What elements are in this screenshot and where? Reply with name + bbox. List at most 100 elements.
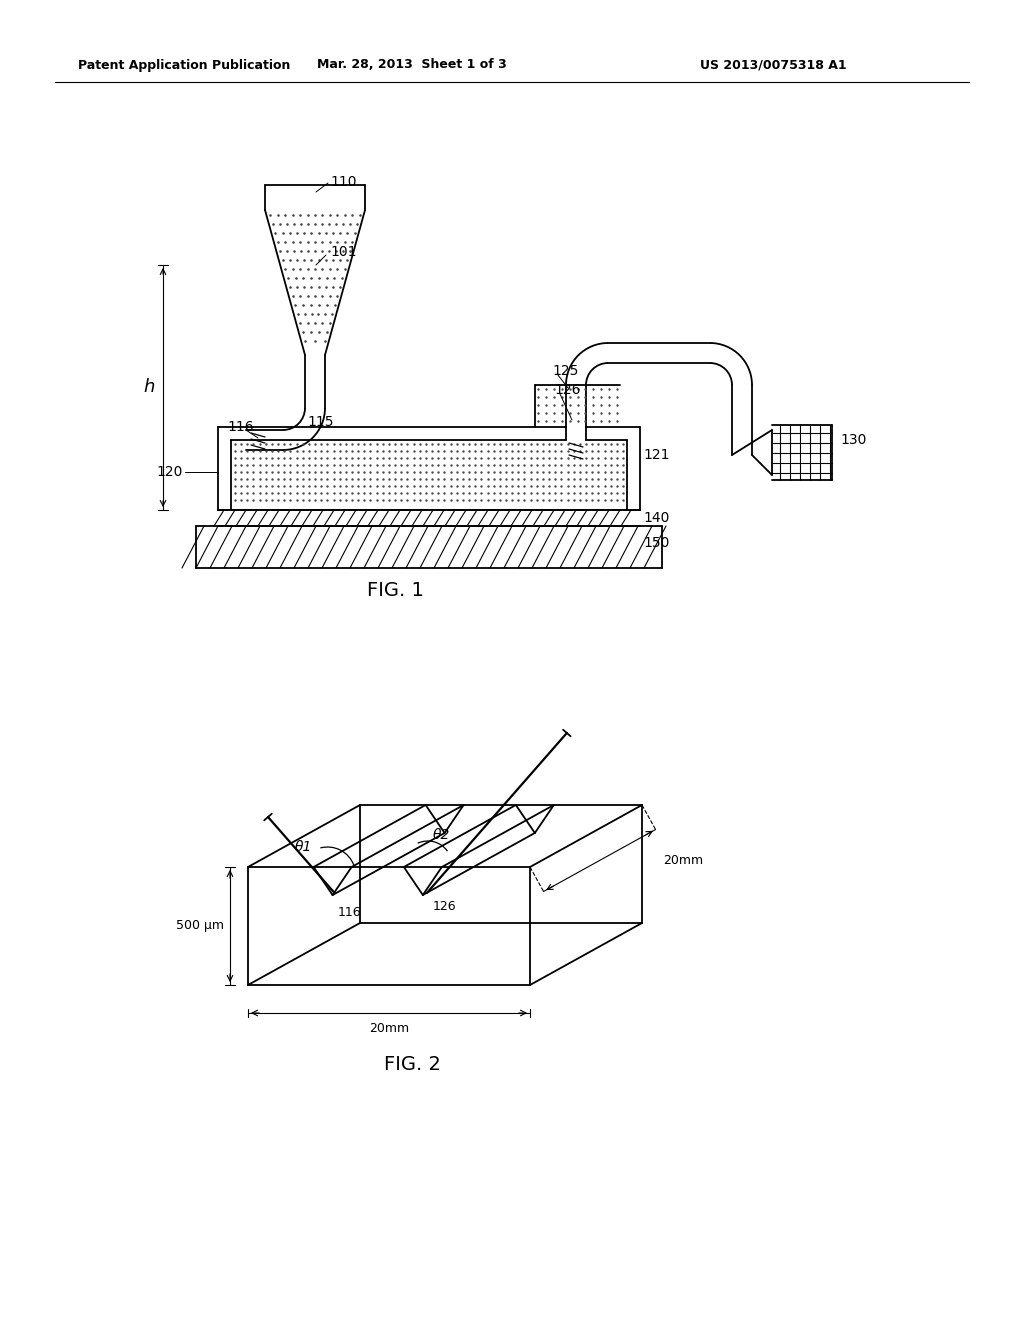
Point bbox=[516, 469, 532, 490]
Point bbox=[529, 403, 546, 424]
Point bbox=[430, 475, 446, 496]
Point bbox=[596, 490, 612, 511]
Point bbox=[547, 454, 563, 475]
Point bbox=[561, 411, 578, 432]
Point bbox=[399, 475, 416, 496]
Point bbox=[406, 433, 422, 454]
Point bbox=[461, 454, 477, 475]
Point bbox=[362, 454, 379, 475]
Point bbox=[307, 240, 324, 261]
Point bbox=[430, 462, 446, 483]
Point bbox=[535, 441, 551, 462]
Point bbox=[326, 433, 342, 454]
Point bbox=[329, 205, 345, 226]
Point bbox=[279, 214, 295, 235]
Point bbox=[313, 240, 330, 261]
Point bbox=[614, 475, 631, 496]
Point bbox=[608, 490, 625, 511]
Point bbox=[292, 313, 308, 334]
Point bbox=[473, 475, 489, 496]
Point bbox=[283, 447, 299, 469]
Point bbox=[609, 403, 626, 424]
Point bbox=[362, 475, 379, 496]
Point bbox=[546, 387, 562, 408]
Point bbox=[479, 482, 496, 503]
Point bbox=[559, 490, 575, 511]
Point bbox=[547, 433, 563, 454]
Point bbox=[522, 482, 539, 503]
Point bbox=[461, 490, 477, 511]
Point bbox=[233, 454, 250, 475]
Point bbox=[393, 441, 410, 462]
Point bbox=[528, 441, 545, 462]
Point bbox=[608, 462, 625, 483]
Point bbox=[344, 454, 360, 475]
Point bbox=[337, 259, 353, 280]
Point bbox=[565, 462, 582, 483]
Point bbox=[565, 490, 582, 511]
Point bbox=[295, 294, 311, 315]
Point bbox=[399, 490, 416, 511]
Point bbox=[584, 462, 600, 483]
Point bbox=[406, 441, 422, 462]
Point bbox=[290, 304, 306, 325]
Point bbox=[322, 231, 338, 252]
Point bbox=[381, 469, 397, 490]
Point bbox=[274, 249, 291, 271]
Point bbox=[596, 482, 612, 503]
Point bbox=[285, 205, 301, 226]
Point bbox=[350, 469, 367, 490]
Point bbox=[240, 433, 256, 454]
Text: US 2013/0075318 A1: US 2013/0075318 A1 bbox=[700, 58, 847, 71]
Point bbox=[313, 433, 330, 454]
Point bbox=[334, 268, 350, 289]
Point bbox=[553, 447, 569, 469]
Point bbox=[455, 441, 471, 462]
Point bbox=[578, 379, 594, 400]
Point bbox=[295, 322, 311, 343]
Point bbox=[240, 475, 256, 496]
Point bbox=[546, 411, 562, 432]
Point bbox=[461, 433, 477, 454]
Point bbox=[406, 462, 422, 483]
Point bbox=[287, 294, 303, 315]
Point bbox=[485, 447, 502, 469]
Point bbox=[516, 462, 532, 483]
Point bbox=[608, 469, 625, 490]
Point bbox=[424, 490, 440, 511]
Point bbox=[578, 403, 594, 424]
Point bbox=[295, 490, 311, 511]
Point bbox=[541, 482, 557, 503]
Point bbox=[233, 469, 250, 490]
Point bbox=[271, 214, 288, 235]
Point bbox=[264, 454, 281, 475]
Point bbox=[578, 462, 594, 483]
Point bbox=[325, 223, 341, 244]
Point bbox=[399, 433, 416, 454]
Point bbox=[528, 490, 545, 511]
Point bbox=[608, 482, 625, 503]
Point bbox=[593, 395, 609, 416]
Point bbox=[269, 205, 286, 226]
Point bbox=[424, 462, 440, 483]
Point bbox=[609, 387, 626, 408]
Point bbox=[535, 475, 551, 496]
Point bbox=[585, 379, 601, 400]
Point bbox=[584, 469, 600, 490]
Point bbox=[310, 223, 327, 244]
Point bbox=[442, 454, 459, 475]
Point bbox=[369, 462, 385, 483]
Point bbox=[449, 433, 465, 454]
Point bbox=[317, 304, 334, 325]
Point bbox=[590, 441, 606, 462]
Point bbox=[301, 454, 317, 475]
Point bbox=[504, 454, 520, 475]
Point bbox=[295, 268, 311, 289]
Point bbox=[584, 433, 600, 454]
Point bbox=[369, 433, 385, 454]
Point bbox=[578, 433, 594, 454]
Point bbox=[375, 433, 391, 454]
Point bbox=[510, 490, 526, 511]
Text: 121: 121 bbox=[643, 447, 670, 462]
Point bbox=[602, 469, 618, 490]
